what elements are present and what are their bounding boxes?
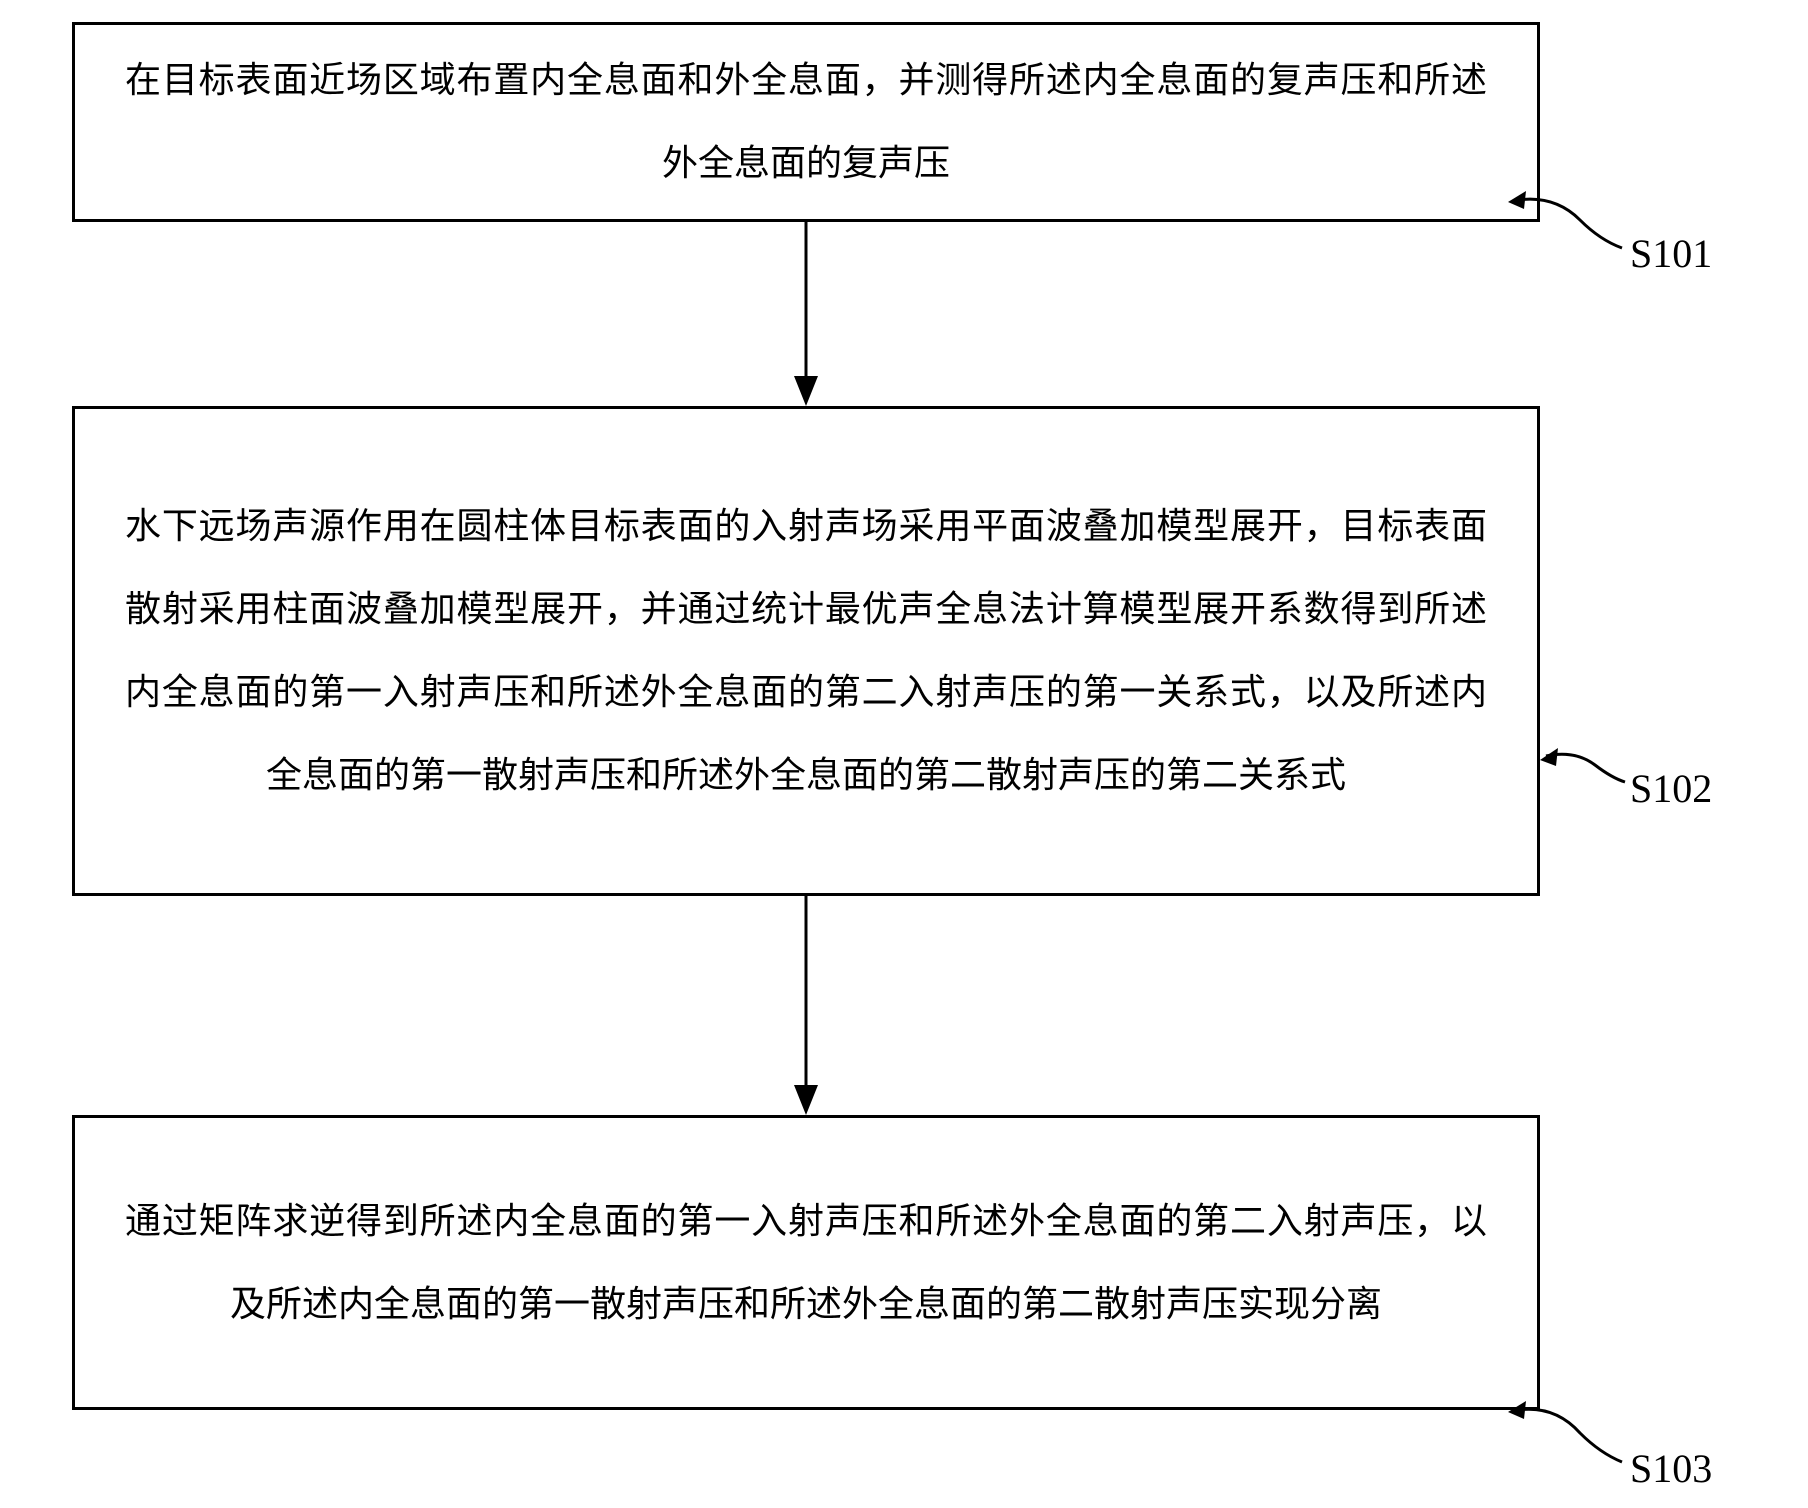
flowchart-canvas: 在目标表面近场区域布置内全息面和外全息面，并测得所述内全息面的复声压和所述外全息… bbox=[0, 0, 1808, 1508]
flow-node-3-text: 通过矩阵求逆得到所述内全息面的第一入射声压和所述外全息面的第二入射声压，以及所述… bbox=[125, 1180, 1487, 1346]
arrow-1-2 bbox=[780, 222, 832, 406]
label-s103: S103 bbox=[1630, 1445, 1712, 1492]
flow-node-1: 在目标表面近场区域布置内全息面和外全息面，并测得所述内全息面的复声压和所述外全息… bbox=[72, 22, 1540, 222]
label-s102: S102 bbox=[1630, 765, 1712, 812]
flow-node-1-text: 在目标表面近场区域布置内全息面和外全息面，并测得所述内全息面的复声压和所述外全息… bbox=[125, 39, 1487, 205]
label-s101: S101 bbox=[1630, 230, 1712, 277]
callout-s102 bbox=[1540, 740, 1640, 800]
flow-node-2: 水下远场声源作用在圆柱体目标表面的入射声场采用平面波叠加模型展开，目标表面散射采… bbox=[72, 406, 1540, 896]
arrow-2-3 bbox=[780, 896, 832, 1115]
flow-node-2-text: 水下远场声源作用在圆柱体目标表面的入射声场采用平面波叠加模型展开，目标表面散射采… bbox=[125, 485, 1487, 816]
flow-node-3: 通过矩阵求逆得到所述内全息面的第一入射声压和所述外全息面的第二入射声压，以及所述… bbox=[72, 1115, 1540, 1410]
